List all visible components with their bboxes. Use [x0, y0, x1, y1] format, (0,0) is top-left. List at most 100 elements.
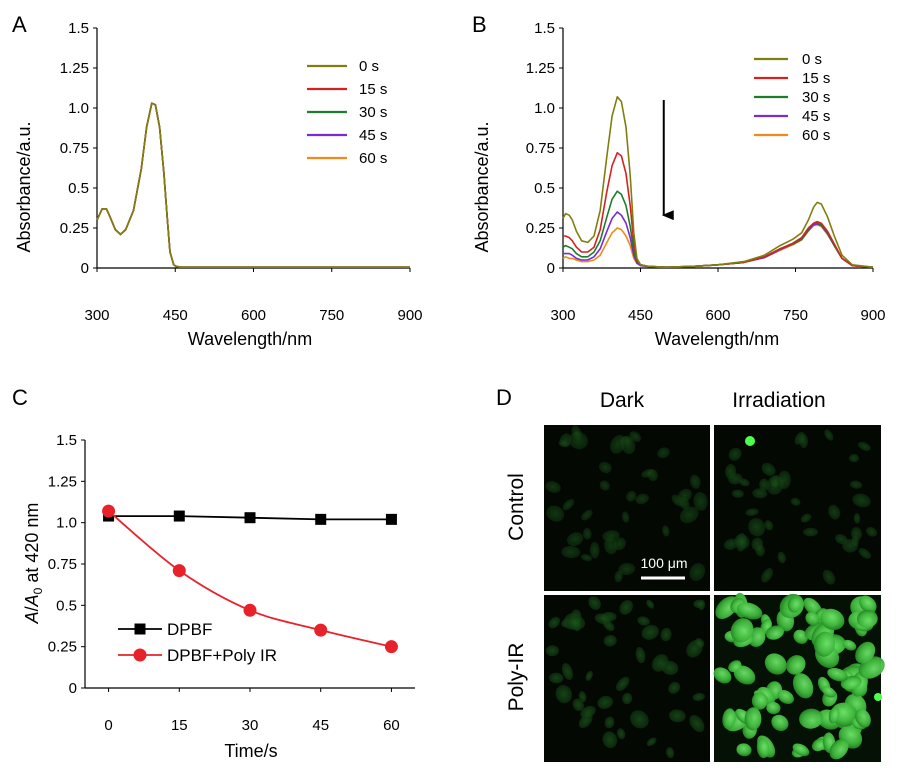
legend-label: 45 s	[802, 108, 830, 125]
cell	[635, 493, 649, 505]
cell	[580, 705, 596, 719]
cell	[799, 708, 823, 729]
ytick-label: 0.25	[60, 220, 89, 237]
cell	[679, 506, 699, 524]
panel-b-xticks: 300 450 600 750 900	[550, 268, 886, 324]
cell	[852, 493, 871, 508]
cell	[728, 447, 742, 461]
cell	[549, 672, 564, 684]
series-line-dpbf-polyir	[107, 510, 392, 648]
cell	[792, 673, 814, 699]
cell	[594, 613, 612, 625]
ytick-label: 1.0	[68, 100, 89, 117]
ytick-label: 0.75	[60, 140, 89, 157]
marker-square	[385, 513, 397, 525]
cell	[728, 660, 742, 673]
panel-c-series	[102, 504, 398, 654]
cell	[756, 737, 770, 759]
cell	[581, 509, 593, 521]
cell	[858, 441, 871, 451]
ytick-label: 1.25	[60, 60, 89, 77]
cell	[777, 690, 794, 704]
cell	[744, 707, 762, 731]
xtick-label: 300	[550, 307, 575, 324]
cell	[657, 447, 670, 459]
marker-circle	[384, 640, 398, 654]
row-label-control: Control	[505, 473, 528, 541]
cell	[866, 526, 878, 537]
row-label-poly-ir: Poly-IR	[505, 643, 528, 712]
cell	[803, 527, 819, 537]
cell	[736, 743, 752, 757]
cell	[694, 638, 705, 648]
panel-c-ylabel: A/A0 at 420 nm	[22, 503, 45, 625]
panel-d: D Dark Irradiation Control Poly-IR 100 μ…	[496, 385, 885, 762]
cell	[561, 663, 574, 680]
cell	[614, 570, 623, 583]
cell	[626, 490, 637, 502]
cells-polyir-irradiation	[713, 592, 885, 760]
ytick-label: 1.25	[48, 473, 77, 490]
cell	[545, 645, 559, 657]
ytick-label: 0.75	[526, 140, 555, 157]
cell	[604, 716, 615, 729]
cell	[572, 698, 584, 712]
cells-control-dark	[545, 425, 708, 583]
ytick-label: 1.5	[56, 432, 77, 449]
cell	[799, 433, 809, 449]
cell	[855, 641, 876, 664]
ytick-label: 0.75	[48, 556, 77, 573]
legend-label: 30 s	[802, 89, 830, 106]
cell	[731, 489, 744, 498]
xtick-label: 15	[171, 717, 188, 734]
cell	[730, 618, 754, 643]
cell	[641, 624, 659, 640]
panel-c-ylabel-subscript: 0	[31, 587, 45, 594]
cell	[646, 599, 655, 609]
xtick-label: 60	[383, 717, 400, 734]
cell	[588, 596, 601, 610]
cell	[850, 527, 863, 541]
panel-c-ylabel-a: A	[22, 611, 42, 624]
panel-a-series	[96, 102, 410, 269]
ytick-label: 0	[81, 260, 89, 277]
cell	[853, 512, 861, 524]
legend-label: 15 s	[802, 70, 830, 87]
cell	[545, 481, 561, 493]
cell	[792, 743, 810, 757]
cells-control-irradiation	[723, 429, 878, 585]
scale-bar-label: 100 μm	[641, 555, 688, 571]
cell	[842, 538, 858, 553]
cell	[822, 569, 836, 585]
bright-spot	[745, 436, 755, 446]
cell	[635, 646, 646, 664]
panel-a: A 0 0.25 0.5 0.75 1.0 1.25 1.5 300 450 600 750 900…	[12, 12, 423, 349]
cell	[562, 499, 575, 511]
cell	[693, 599, 705, 609]
cell	[668, 709, 686, 723]
panel-b-legend: 0 s 15 s 30 s 45 s 60 s	[754, 51, 830, 144]
cell	[603, 634, 617, 647]
legend-label: 0 s	[802, 51, 822, 68]
cell	[692, 692, 705, 702]
cell	[828, 706, 840, 724]
panel-c-xticks: 0 15 30 45 60	[104, 688, 400, 734]
cell	[828, 504, 841, 520]
cell	[761, 462, 776, 476]
marker-square	[244, 512, 256, 524]
panel-c: C 0 0.25 0.5 0.75 1.0 1.25 1.5 0 15 30 45 60 Time/…	[12, 385, 415, 761]
panel-c-ylabel-a0: A	[22, 594, 42, 607]
panel-c-ylabel-rest: at 420 nm	[22, 503, 42, 588]
cell	[786, 655, 806, 675]
cell	[824, 429, 834, 441]
xtick-label: 900	[397, 307, 422, 324]
cell	[662, 525, 670, 537]
ytick-label: 0.5	[534, 180, 555, 197]
cell	[629, 431, 642, 442]
panel-c-letter: C	[12, 385, 28, 410]
panel-b-letter: B	[472, 12, 487, 37]
panel-a-yticks: 0 0.25 0.5 0.75 1.0 1.25 1.5	[60, 20, 97, 277]
cell	[597, 695, 613, 709]
marker-square	[173, 510, 185, 522]
cell	[571, 425, 582, 441]
